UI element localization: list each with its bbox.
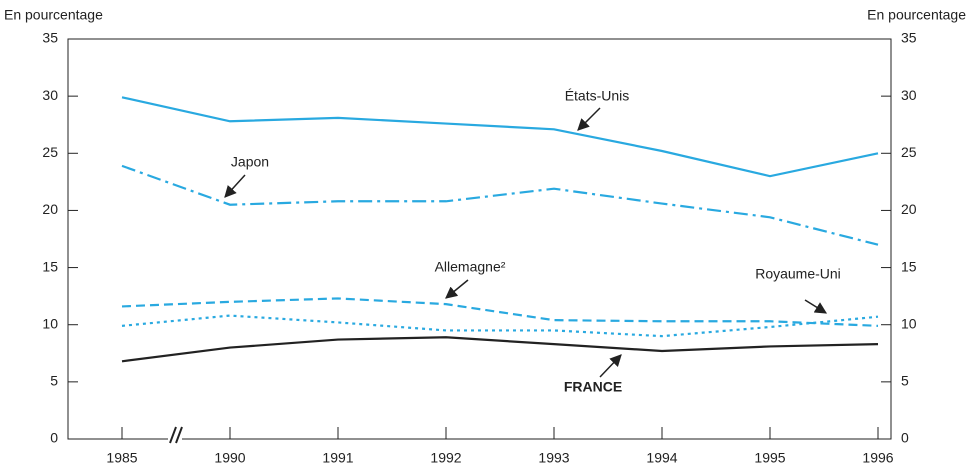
y2-tick-label: 25 [901, 144, 917, 160]
series-label: FRANCE [564, 379, 622, 395]
y-tick-label: 15 [42, 258, 58, 274]
series-line [121, 96, 879, 178]
label-arrow [445, 279, 469, 299]
y2-tick-label: 15 [901, 258, 917, 274]
x-tick-label: 1990 [214, 450, 245, 466]
series-label: Royaume-Uni [755, 266, 841, 282]
plot-frame [67, 38, 892, 440]
y2-tick-label: 35 [901, 30, 917, 46]
label-arrow [804, 299, 828, 314]
y-tick-label: 5 [50, 373, 58, 389]
label-arrow [224, 174, 246, 198]
y-axis-label: En pourcentage [4, 7, 103, 23]
y2-axis-label: En pourcentage [867, 7, 966, 23]
y2-tick-label: 30 [901, 87, 917, 103]
x-tick-label: 1993 [538, 450, 569, 466]
label-arrow [577, 107, 601, 131]
x-tick-label: 1994 [646, 450, 677, 466]
x-tick-label: 1992 [430, 450, 461, 466]
y-tick-label: 0 [50, 430, 58, 446]
series-line [121, 164, 879, 246]
series-label: États-Unis [565, 88, 630, 104]
y-tick-label: 20 [42, 201, 58, 217]
axis-break [168, 426, 183, 444]
x-tick-label: 1995 [754, 450, 785, 466]
y2-tick-label: 20 [901, 201, 917, 217]
y-tick-label: 35 [42, 30, 58, 46]
series-line [121, 336, 879, 363]
series-label: Japon [231, 154, 269, 170]
x-tick-label: 1996 [862, 450, 893, 466]
y-tick-label: 10 [42, 315, 58, 331]
y-tick-label: 25 [42, 144, 58, 160]
series-label: Allemagne² [435, 259, 506, 275]
series-line [121, 297, 879, 327]
y2-tick-label: 10 [901, 315, 917, 331]
label-arrow [599, 354, 622, 378]
x-tick-label: 1985 [106, 450, 137, 466]
y-tick-label: 30 [42, 87, 58, 103]
y2-tick-label: 5 [901, 373, 909, 389]
series-line [121, 314, 879, 338]
y2-tick-label: 0 [901, 430, 909, 446]
x-tick-label: 1991 [322, 450, 353, 466]
